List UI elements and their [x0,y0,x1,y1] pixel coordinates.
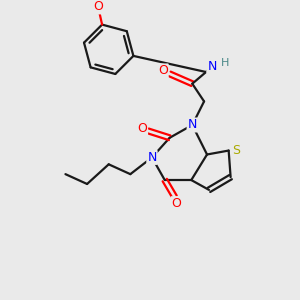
Text: O: O [158,64,168,77]
Text: N: N [188,118,197,131]
Text: N: N [207,61,217,74]
Text: O: O [137,122,147,135]
Text: H: H [220,58,229,68]
Text: N: N [147,151,157,164]
Text: O: O [93,0,103,14]
Text: O: O [172,197,182,210]
Text: S: S [232,144,241,157]
